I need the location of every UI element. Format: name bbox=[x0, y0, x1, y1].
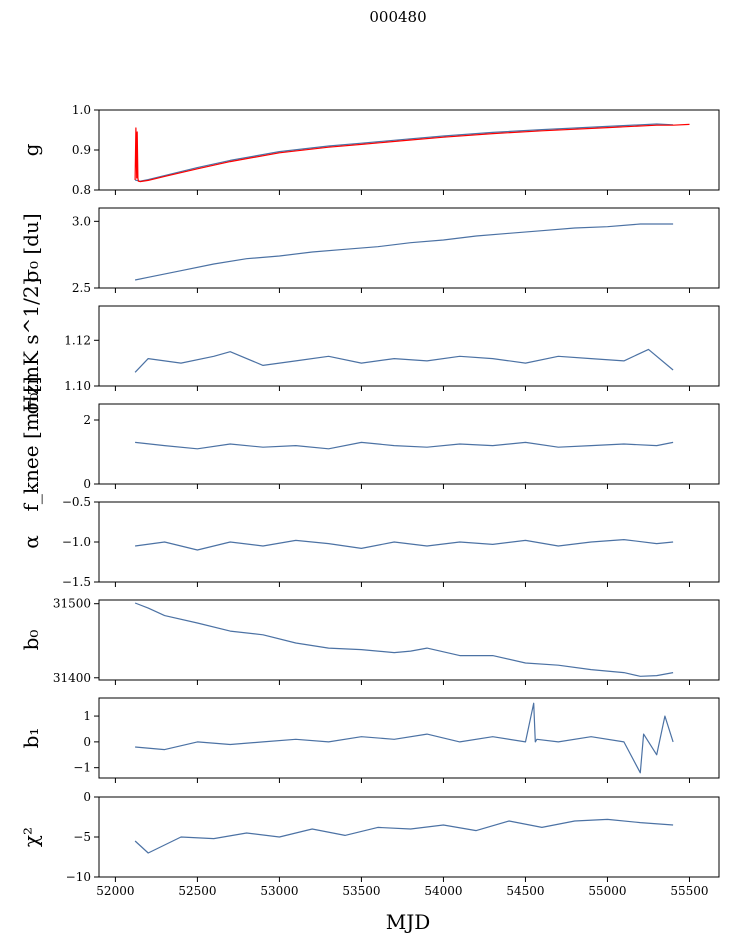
panel-b0: 31400 31500 b₀ bbox=[19, 597, 720, 685]
y-tick-label: 1 bbox=[83, 709, 91, 723]
figure-title: 000480 bbox=[369, 8, 426, 26]
y-tick-label: −10 bbox=[66, 870, 91, 884]
axes-frame bbox=[98, 501, 720, 583]
series-model-line bbox=[134, 123, 690, 183]
series-data-line bbox=[134, 818, 674, 854]
axes-frame bbox=[98, 599, 720, 681]
axes-frame bbox=[98, 697, 720, 779]
y-tick-label: 2.5 bbox=[72, 281, 91, 295]
x-axis-label: MJD bbox=[386, 910, 431, 934]
y-tick-label: −0.5 bbox=[62, 495, 91, 509]
x-tick-label: 54500 bbox=[506, 884, 544, 898]
panels: 0.8 0.9 1.0 g 2.5 3.0 σ₀ [du] 1.10 1.12 σ₀[mK s^1… bbox=[19, 103, 720, 898]
panel-b1: −1 0 1 b₁ bbox=[19, 697, 720, 783]
x-tick-label: 54000 bbox=[424, 884, 462, 898]
y-tick-label: 1.0 bbox=[72, 103, 91, 117]
y-tick-label: 0 bbox=[83, 477, 91, 491]
y-axis-label: f_knee [mHz] bbox=[19, 377, 43, 512]
x-tick-label: 55500 bbox=[670, 884, 708, 898]
axes-frame bbox=[98, 109, 720, 191]
axes-frame bbox=[98, 207, 720, 289]
x-tick-label: 53000 bbox=[260, 884, 298, 898]
y-axis-label: σ₀ [du] bbox=[19, 213, 43, 282]
y-tick-label: 31500 bbox=[53, 597, 91, 611]
x-tick-label: 55000 bbox=[588, 884, 626, 898]
panel-sigma0_mK: 1.10 1.12 σ₀[mK s^1/2] bbox=[19, 278, 720, 415]
x-tick-label: 52000 bbox=[96, 884, 134, 898]
y-axis-label: b₀ bbox=[19, 630, 43, 651]
series-data-line bbox=[134, 348, 674, 373]
x-tick-label: 53500 bbox=[342, 884, 380, 898]
panel-chi2: −10 −5 0 52000 52500 53000 53500 54000 54500 5500… bbox=[19, 790, 720, 898]
y-tick-label: 0 bbox=[83, 790, 91, 804]
series-data-line bbox=[134, 123, 674, 182]
y-tick-label: 0.8 bbox=[72, 183, 91, 197]
y-tick-label: 1.10 bbox=[64, 379, 91, 393]
series-data-line bbox=[135, 538, 674, 551]
y-axis-label: α bbox=[19, 535, 43, 549]
series-data-line bbox=[134, 223, 674, 281]
y-tick-label: 0 bbox=[83, 735, 91, 749]
y-axis-label: χ² bbox=[19, 827, 43, 847]
panel-alpha: −1.5 −1.0 −0.5 α bbox=[19, 495, 720, 589]
y-axis-label: g bbox=[19, 143, 43, 156]
y-tick-label: −1 bbox=[73, 761, 91, 775]
axes-frame bbox=[98, 403, 720, 485]
series-data-line bbox=[135, 702, 674, 774]
y-axis-label: b₁ bbox=[19, 728, 43, 749]
y-tick-label: −1.0 bbox=[62, 535, 91, 549]
panel-sigma0_du: 2.5 3.0 σ₀ [du] bbox=[19, 207, 720, 295]
panel-fknee: 0 2 f_knee [mHz] bbox=[19, 377, 720, 512]
x-tick-label: 52500 bbox=[178, 884, 216, 898]
y-tick-label: −5 bbox=[73, 830, 91, 844]
y-tick-label: 0.9 bbox=[72, 143, 91, 157]
y-tick-label: 1.12 bbox=[64, 333, 91, 347]
y-tick-label: 31400 bbox=[53, 671, 91, 685]
y-axis-label: σ₀[mK s^1/2] bbox=[19, 278, 43, 415]
y-tick-label: −1.5 bbox=[62, 575, 91, 589]
y-tick-label: 2 bbox=[83, 413, 91, 427]
panel-g: 0.8 0.9 1.0 g bbox=[19, 103, 720, 197]
axes-frame bbox=[98, 305, 720, 387]
series-data-line bbox=[134, 602, 674, 677]
y-tick-label: 3.0 bbox=[72, 214, 91, 228]
series-data-line bbox=[135, 441, 674, 450]
